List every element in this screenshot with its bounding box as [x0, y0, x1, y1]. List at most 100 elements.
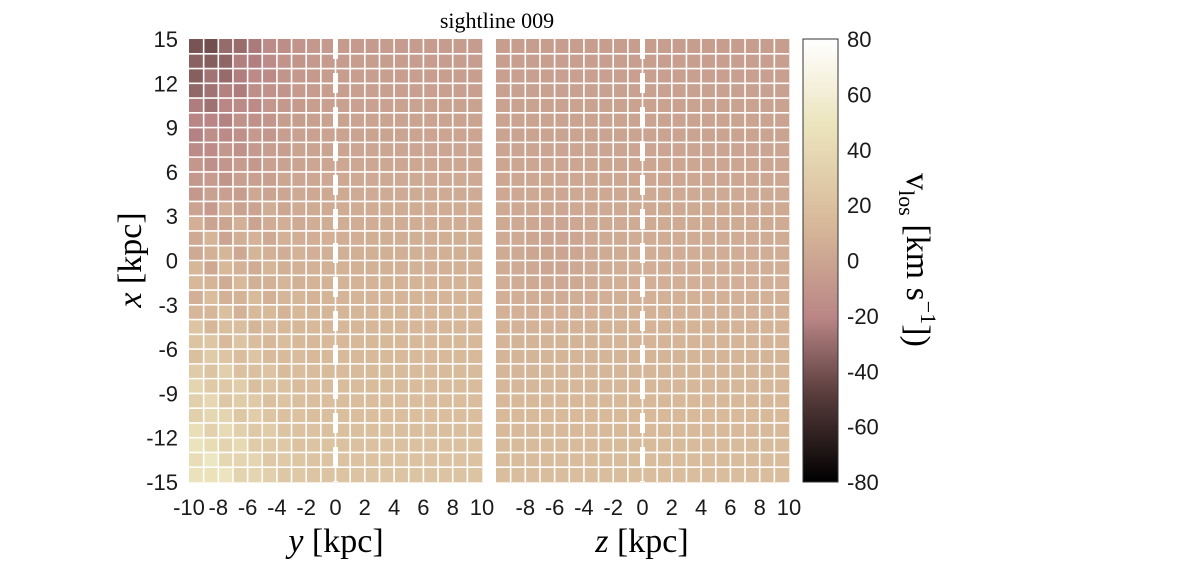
- heatmap-cell: [510, 334, 526, 350]
- heatmap-cell: [379, 260, 395, 276]
- heatmap-cell: [232, 112, 248, 128]
- heatmap-cell: [467, 39, 483, 55]
- heatmap-cell: [291, 393, 307, 409]
- heatmap-cell: [232, 230, 248, 247]
- heatmap-cell: [232, 437, 248, 453]
- heatmap-cell: [467, 201, 483, 217]
- heatmap-cell: [276, 157, 292, 173]
- heatmap-cell: [759, 304, 775, 320]
- heatmap-cell: [438, 98, 453, 114]
- heatmap-cell: [759, 437, 775, 453]
- heatmap-cell: [510, 304, 526, 320]
- heatmap-cell: [613, 319, 629, 335]
- heatmap-cell: [554, 349, 570, 365]
- heatmap-cell: [276, 319, 292, 335]
- heatmap-cell: [598, 393, 614, 409]
- heatmap-cell: [423, 83, 439, 99]
- heatmap-cell: [262, 245, 278, 261]
- heatmap-cell: [276, 334, 292, 350]
- heatmap-cell: [510, 39, 526, 55]
- heatmap-cell: [276, 186, 292, 202]
- heatmap-cell: [657, 39, 673, 55]
- heatmap-cell: [759, 216, 775, 232]
- heatmap-cell: [671, 157, 687, 173]
- heatmap-cell: [671, 290, 687, 306]
- heatmap-cell: [379, 216, 395, 232]
- heatmap-cell: [510, 245, 526, 261]
- heatmap-cell: [232, 127, 248, 143]
- heatmap-cell: [247, 142, 263, 158]
- heatmap-cell: [350, 437, 366, 453]
- heatmap-cell: [291, 290, 307, 306]
- heatmap-cell: [452, 363, 468, 379]
- heatmap-cell: [715, 201, 731, 217]
- heatmap-cell: [583, 260, 599, 276]
- heatmap-cell: [276, 245, 292, 261]
- heatmap-cell: [510, 408, 526, 424]
- heatmap-cell: [438, 127, 453, 143]
- heatmap-cell: [408, 437, 424, 453]
- heatmap-cell: [423, 363, 439, 379]
- heatmap-cell: [745, 127, 760, 143]
- heatmap-cell: [510, 216, 526, 232]
- heatmap-cell: [598, 157, 614, 173]
- heatmap-cell: [496, 39, 511, 55]
- heatmap-cell: [613, 68, 629, 84]
- heatmap-cell: [189, 68, 204, 84]
- heatmap-cell: [598, 112, 614, 128]
- heatmap-cell: [408, 319, 424, 335]
- heatmap-cell: [525, 408, 541, 424]
- heatmap-cell: [539, 186, 555, 202]
- heatmap-cell: [364, 393, 380, 409]
- x-tick-label: 6: [724, 495, 736, 520]
- x-tick-label: -8: [209, 495, 229, 520]
- heatmap-cell: [686, 186, 702, 202]
- heatmap-cell: [745, 304, 760, 320]
- heatmap-cell: [745, 142, 760, 158]
- heatmap-cell: [745, 53, 760, 69]
- heatmap-cell: [715, 260, 731, 276]
- heatmap-cell: [701, 378, 717, 394]
- heatmap-cell: [715, 275, 731, 291]
- heatmap-cell: [203, 245, 219, 261]
- heatmap-cell: [364, 408, 380, 424]
- heatmap-cell: [569, 216, 585, 232]
- heatmap-cell: [320, 422, 336, 438]
- heatmap-cell: [496, 304, 511, 320]
- colorbar-tick-label: -80: [847, 470, 879, 495]
- heatmap-cell: [701, 157, 717, 173]
- heatmap-cell: [189, 422, 204, 438]
- heatmap-cell: [394, 171, 410, 187]
- heatmap-cell: [642, 127, 658, 143]
- heatmap-cell: [774, 334, 790, 350]
- x-tick-label: -2: [296, 495, 316, 520]
- heatmap-cell: [423, 245, 439, 261]
- heatmap-cell: [642, 378, 658, 394]
- heatmap-cell: [350, 230, 366, 247]
- heatmap-cell: [203, 127, 219, 143]
- heatmap-cell: [423, 260, 439, 276]
- heatmap-cell: [423, 216, 439, 232]
- heatmap-cell: [525, 68, 541, 84]
- heatmap-cell: [686, 319, 702, 335]
- heatmap-cell: [627, 186, 643, 202]
- heatmap-cell: [262, 334, 278, 350]
- heatmap-cell: [569, 230, 585, 247]
- heatmap-cell: [335, 216, 351, 232]
- heatmap-cell: [730, 171, 746, 187]
- heatmap-cell: [203, 171, 219, 187]
- heatmap-cell: [189, 142, 204, 158]
- heatmap-cell: [306, 39, 322, 55]
- heatmap-cell: [774, 408, 790, 424]
- heatmap-cell: [379, 230, 395, 247]
- heatmap-cell: [774, 142, 790, 158]
- heatmap-cell: [364, 83, 380, 99]
- heatmap-cell: [774, 39, 790, 55]
- heatmap-cell: [262, 363, 278, 379]
- colorbar-label-sub: los: [894, 190, 919, 216]
- heatmap-cell: [583, 127, 599, 143]
- heatmap-cell: [335, 319, 351, 335]
- heatmap-cell: [350, 39, 366, 55]
- heatmap-cell: [203, 467, 219, 483]
- heatmap-cell: [438, 157, 453, 173]
